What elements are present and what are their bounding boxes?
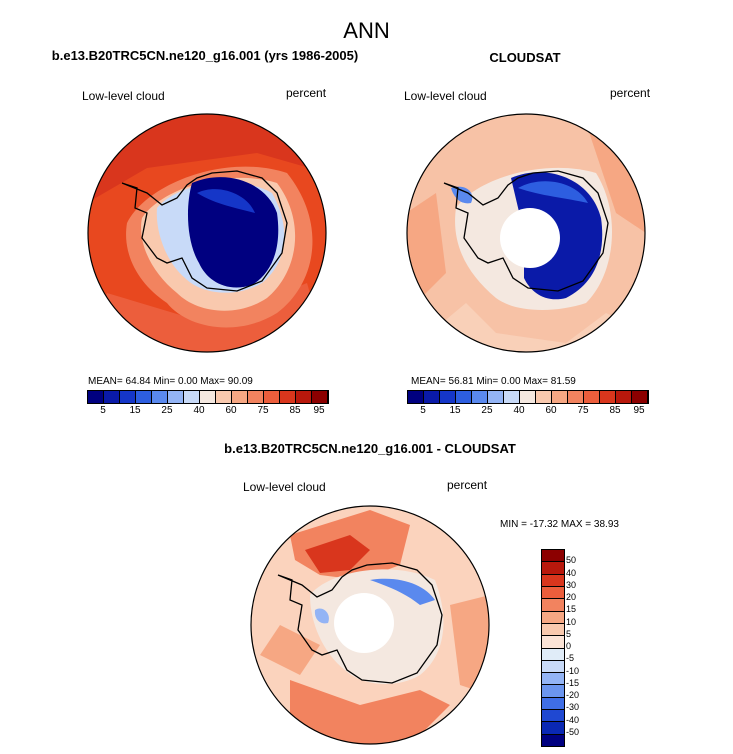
colorbar-swatch — [542, 648, 564, 661]
colorbar-tick-label: 10 — [566, 616, 577, 627]
colorbar-tick-label: 20 — [566, 592, 577, 602]
colorbar-swatch — [248, 391, 264, 403]
colorbar-tick-label: 40 — [566, 567, 577, 578]
colorbar-swatch — [542, 550, 564, 563]
panel-2-colorbar-ticks: 5 15 25 40 60 75 85 95 — [407, 405, 647, 419]
panel-3-units-label: percent — [447, 478, 488, 492]
colorbar-swatch — [88, 391, 104, 403]
colorbar-swatch — [104, 391, 120, 403]
colorbar-swatch — [616, 391, 632, 403]
colorbar-tick-label: 15 — [129, 405, 141, 416]
colorbar-tick-label: -20 — [566, 690, 580, 700]
colorbar-tick-label: 40 — [193, 405, 205, 416]
panel-2-colorbar — [407, 390, 649, 404]
panel-2-stats: MEAN= 56.81 Min= 0.00 Max= 81.59 — [411, 376, 576, 387]
colorbar-tick-label: -5 — [566, 653, 575, 664]
colorbar-tick-label: 0 — [566, 641, 572, 651]
panel-2-variable-label: Low-level cloud — [404, 89, 487, 103]
colorbar-tick-label: 40 — [513, 405, 525, 416]
colorbar-swatch — [184, 391, 200, 403]
colorbar-tick-label: 25 — [161, 405, 173, 416]
colorbar-tick-label: 15 — [566, 604, 577, 615]
colorbar-swatch — [542, 623, 564, 637]
figure-title: ANN — [343, 18, 390, 43]
colorbar-swatch — [568, 391, 584, 403]
colorbar-swatch — [152, 391, 168, 403]
colorbar-swatch — [542, 710, 564, 723]
colorbar-tick-label: 85 — [609, 405, 621, 416]
colorbar-swatch — [542, 636, 564, 649]
colorbar-swatch — [120, 391, 136, 403]
colorbar-swatch — [168, 391, 184, 403]
colorbar-tick-label: -10 — [566, 665, 580, 676]
colorbar-swatch — [542, 673, 564, 686]
colorbar-tick-label: 75 — [577, 405, 589, 416]
colorbar-swatch — [520, 391, 536, 403]
colorbar-swatch — [542, 599, 564, 612]
panel-3-variable-label: Low-level cloud — [243, 480, 326, 494]
panel-1-title: b.e13.B20TRC5CN.ne120_g16.001 (yrs 1986-… — [51, 48, 359, 63]
colorbar-swatch — [600, 391, 616, 403]
colorbar-swatch — [136, 391, 152, 403]
colorbar-swatch — [488, 391, 504, 403]
colorbar-swatch — [542, 685, 564, 698]
colorbar-swatch — [440, 391, 456, 403]
colorbar-tick-label: 5 — [100, 405, 106, 416]
panel-1-units-label: percent — [286, 86, 327, 100]
colorbar-swatch — [408, 391, 424, 403]
panel-1-stats: MEAN= 64.84 Min= 0.00 Max= 90.09 — [88, 376, 253, 387]
colorbar-tick-label: -40 — [566, 714, 580, 725]
colorbar-swatch — [542, 574, 564, 587]
panel-3-colorbar — [541, 549, 565, 747]
panel-1-colorbar — [87, 390, 329, 404]
colorbar-swatch — [542, 562, 564, 575]
colorbar-tick-label: 60 — [545, 405, 557, 416]
colorbar-swatch — [542, 697, 564, 711]
panel-3-colorbar-ticks: 50 40 30 20 15 10 5 0 -5 -10 -15 -20 -30 -40 -50 — [566, 549, 606, 745]
colorbar-tick-label: 95 — [633, 405, 645, 416]
panel-1-colorbar-ticks: 5 15 25 40 60 75 85 95 — [87, 405, 327, 419]
panel-2-units-label: percent — [610, 86, 651, 100]
colorbar-swatch — [584, 391, 600, 403]
colorbar-swatch — [296, 391, 312, 403]
colorbar-tick-label: 50 — [566, 555, 577, 566]
colorbar-swatch — [280, 391, 296, 403]
colorbar-tick-label: -50 — [566, 726, 580, 737]
colorbar-swatch — [504, 391, 520, 403]
colorbar-swatch — [232, 391, 248, 403]
colorbar-tick-label: 75 — [257, 405, 269, 416]
panel-1-map — [87, 113, 327, 353]
colorbar-tick-label: -15 — [566, 677, 580, 688]
colorbar-swatch — [542, 722, 564, 735]
colorbar-swatch — [542, 660, 564, 674]
colorbar-swatch — [542, 734, 564, 746]
colorbar-tick-label: 5 — [566, 628, 572, 639]
colorbar-tick-label: 85 — [289, 405, 301, 416]
colorbar-swatch — [264, 391, 280, 403]
colorbar-swatch — [200, 391, 216, 403]
colorbar-swatch — [216, 391, 232, 403]
colorbar-swatch — [536, 391, 552, 403]
colorbar-swatch — [472, 391, 488, 403]
panel-3-min-max: MIN = -17.32 MAX = 38.93 — [500, 519, 619, 530]
colorbar-tick-label: 5 — [420, 405, 426, 416]
panel-3-map — [250, 505, 490, 745]
colorbar-swatch — [424, 391, 440, 403]
colorbar-tick-label: 25 — [481, 405, 493, 416]
colorbar-swatch — [632, 391, 648, 403]
colorbar-swatch — [542, 586, 564, 600]
colorbar-swatch — [552, 391, 568, 403]
colorbar-swatch — [542, 611, 564, 624]
colorbar-tick-label: -30 — [566, 702, 580, 713]
colorbar-swatch — [312, 391, 328, 403]
colorbar-tick-label: 60 — [225, 405, 237, 416]
colorbar-tick-label: 95 — [313, 405, 325, 416]
colorbar-swatch — [456, 391, 472, 403]
colorbar-tick-label: 30 — [566, 579, 577, 590]
panel-2-map — [406, 113, 646, 353]
panel-3-title: b.e13.B20TRC5CN.ne120_g16.001 - CLOUDSAT — [224, 441, 516, 456]
colorbar-tick-label: 15 — [449, 405, 461, 416]
panel-2-title: CLOUDSAT — [489, 50, 561, 65]
panel-1-variable-label: Low-level cloud — [82, 89, 165, 103]
